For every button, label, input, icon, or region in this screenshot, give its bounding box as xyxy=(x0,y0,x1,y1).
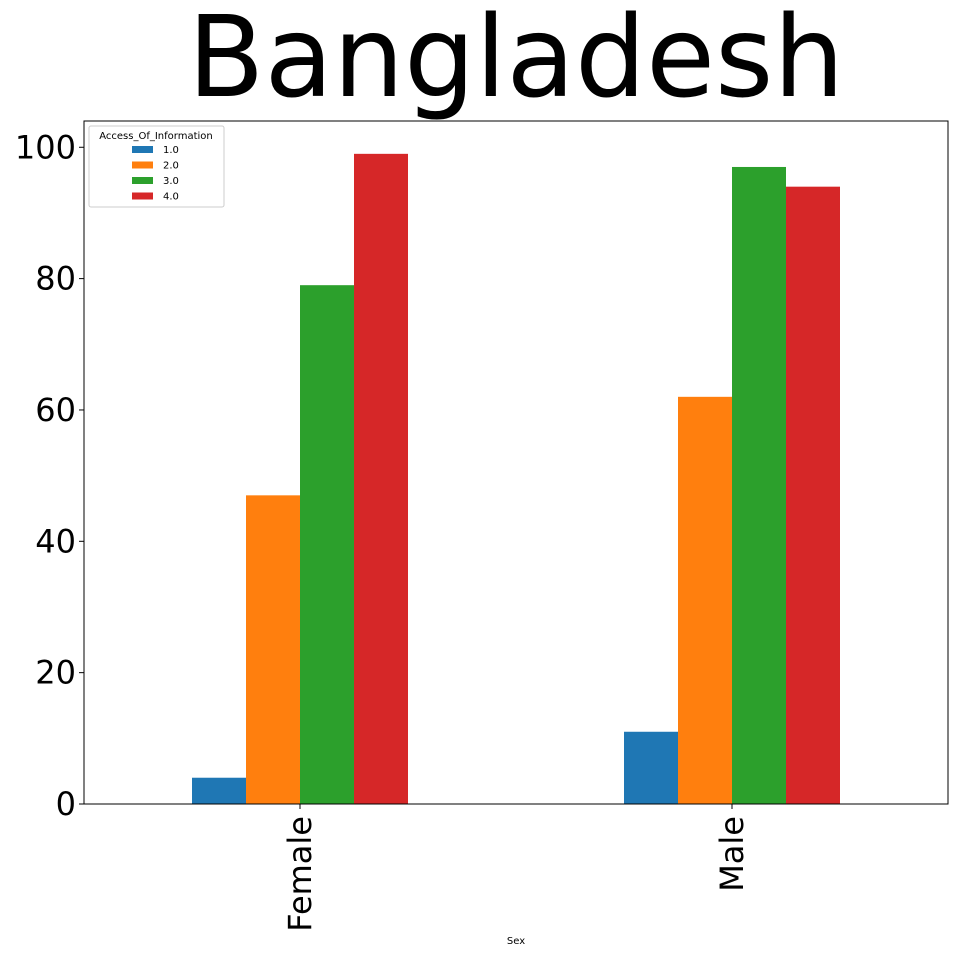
legend-swatch-3-0 xyxy=(132,177,153,184)
bar-male-2-0 xyxy=(678,396,732,804)
plot-frame xyxy=(83,120,949,805)
legend-label-2-0: 2.0 xyxy=(163,161,179,172)
x-axis-label: Sex xyxy=(507,936,525,947)
bar-male-3-0 xyxy=(732,166,786,804)
x-axis: Female Male xyxy=(281,804,751,932)
bar-female-2-0 xyxy=(246,495,300,804)
legend-swatch-2-0 xyxy=(132,161,153,169)
bar-female-1-0 xyxy=(192,777,246,804)
chart-title: Bangladesh xyxy=(188,0,845,123)
bar-female-3-0 xyxy=(300,285,354,804)
y-axis: 0 20 40 60 80 100 xyxy=(15,128,84,823)
y-tick-label: 60 xyxy=(35,391,76,429)
y-tick-label: 40 xyxy=(35,522,76,560)
y-tick-label: 0 xyxy=(56,785,76,823)
legend-label-1-0: 1.0 xyxy=(163,145,179,156)
legend-title: Access_Of_Information xyxy=(99,131,213,142)
legend: Access_Of_Information 1.0 2.0 3.0 4.0 xyxy=(88,125,225,208)
bar-male-4-0 xyxy=(786,186,840,804)
legend-items: 1.0 2.0 3.0 4.0 xyxy=(132,145,179,203)
legend-label-4-0: 4.0 xyxy=(163,192,179,203)
legend-label-3-0: 3.0 xyxy=(163,176,179,187)
x-tick-label-female: Female xyxy=(281,816,319,932)
y-tick-label: 80 xyxy=(35,260,76,298)
legend-swatch-4-0 xyxy=(132,192,153,200)
x-tick-label-male: Male xyxy=(713,816,751,892)
bar-male-1-0 xyxy=(624,731,678,804)
bars-layer xyxy=(192,153,840,804)
y-tick-label: 100 xyxy=(15,128,76,166)
y-tick-label: 20 xyxy=(35,654,76,692)
legend-box xyxy=(88,125,225,208)
legend-swatch-1-0 xyxy=(132,146,153,153)
bar-female-4-0 xyxy=(354,153,408,804)
